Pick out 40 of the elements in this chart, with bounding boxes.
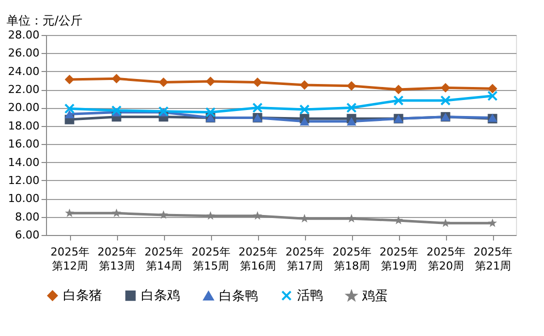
point: [252, 78, 262, 88]
point: [299, 104, 310, 115]
y-tick-label: 22.00: [8, 83, 40, 96]
x-tick-label: 2025年第18周: [332, 246, 372, 272]
x-tick-label: 2025年第17周: [286, 246, 324, 272]
y-tick-label: 12.00: [8, 174, 40, 187]
x-tick-label: 2025年第14周: [144, 246, 184, 272]
point: [346, 102, 357, 113]
y-axis-title: 单位：元/公斤: [6, 14, 83, 28]
point: [158, 78, 168, 88]
y-tick-label: 14.00: [8, 156, 40, 169]
y-tick-label: 24.00: [8, 64, 40, 78]
x-tick-label: 2025年第13周: [98, 246, 136, 272]
x-tick-label: 2025年第20周: [426, 246, 466, 272]
x-tick-label: 2025年第19周: [380, 246, 418, 272]
x-tick-label: 2025年第12周: [50, 246, 90, 272]
legend-label: 活鸭: [297, 288, 323, 304]
point: [440, 82, 450, 92]
legend-label: 白条鸡: [141, 288, 180, 304]
legend-label: 白条鸭: [219, 288, 258, 304]
y-tick-label: 6.00: [15, 228, 40, 242]
point: [64, 103, 75, 114]
y-tick-label: 16.00: [8, 138, 40, 151]
y-tick-label: 8.00: [15, 210, 40, 224]
y-tick-label: 26.00: [8, 46, 40, 60]
legend-label: 鸡蛋: [361, 289, 388, 304]
y-tick-label: 10.00: [8, 192, 40, 206]
point: [252, 102, 263, 113]
point: [440, 95, 451, 106]
x-tick-label: 2025年第21周: [474, 246, 512, 272]
point: [205, 107, 216, 118]
y-tick-label: 28.00: [8, 28, 40, 42]
point: [393, 95, 404, 106]
y-tick-label: 18.00: [8, 119, 40, 132]
point: [111, 105, 122, 116]
x-tick-label: 2025年第16周: [238, 246, 278, 272]
legend-label: 白条猪: [63, 288, 102, 304]
y-tick-label: 20.00: [8, 101, 40, 114]
x-tick-label: 2025年第15周: [192, 246, 230, 272]
point: [487, 90, 498, 102]
